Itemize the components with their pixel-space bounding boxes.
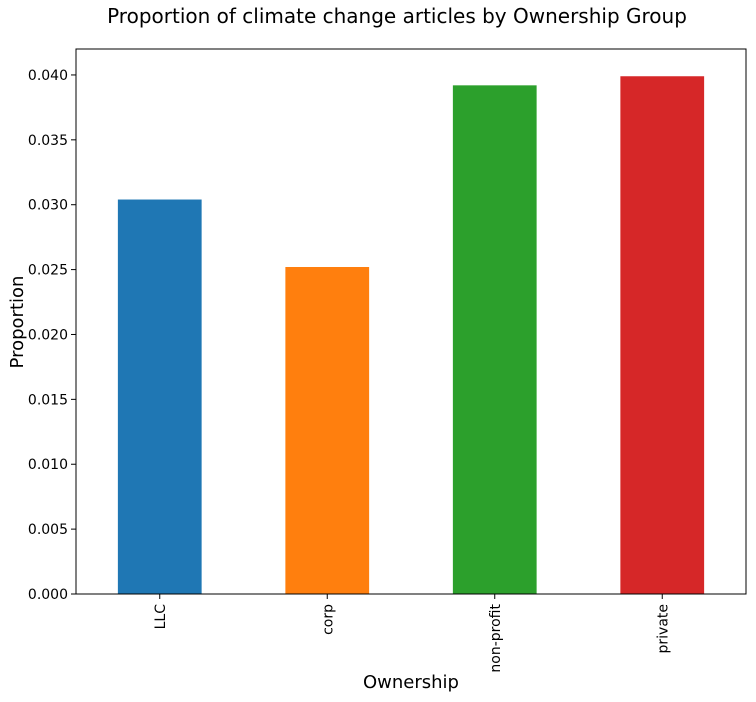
y-tick-label: 0.010: [28, 457, 68, 473]
x-tick-label: non-profit: [488, 603, 504, 672]
bar-corp: [285, 267, 370, 594]
bar-llc: [117, 199, 202, 594]
bar-non-profit: [452, 85, 537, 594]
x-tick-label: LLC: [153, 604, 169, 630]
y-tick-label: 0.015: [28, 392, 68, 408]
chart-title: Proportion of climate change articles by…: [107, 4, 687, 28]
x-tick-label: corp: [320, 604, 336, 635]
x-tick-label: private: [655, 604, 671, 654]
y-tick-label: 0.035: [28, 133, 68, 149]
bars-group: [117, 76, 705, 594]
plot-frame: [75, 48, 747, 595]
y-ticks-group: 0.000 0.005 0.010 0.015 0.020 0.025 0.030 0.035…: [28, 68, 76, 603]
x-axis-label: Ownership: [363, 672, 459, 693]
y-tick-label: 0.000: [28, 587, 68, 603]
y-tick-label: 0.005: [28, 522, 68, 538]
y-axis-label: Proportion: [7, 276, 28, 369]
y-tick-label: 0.030: [28, 198, 68, 214]
y-tick-label: 0.020: [28, 327, 68, 343]
y-tick-label: 0.025: [28, 263, 68, 279]
bar-private: [620, 76, 705, 594]
y-tick-label: 0.040: [28, 68, 68, 84]
x-ticks-group: LLC corp non-profit private: [153, 594, 671, 673]
